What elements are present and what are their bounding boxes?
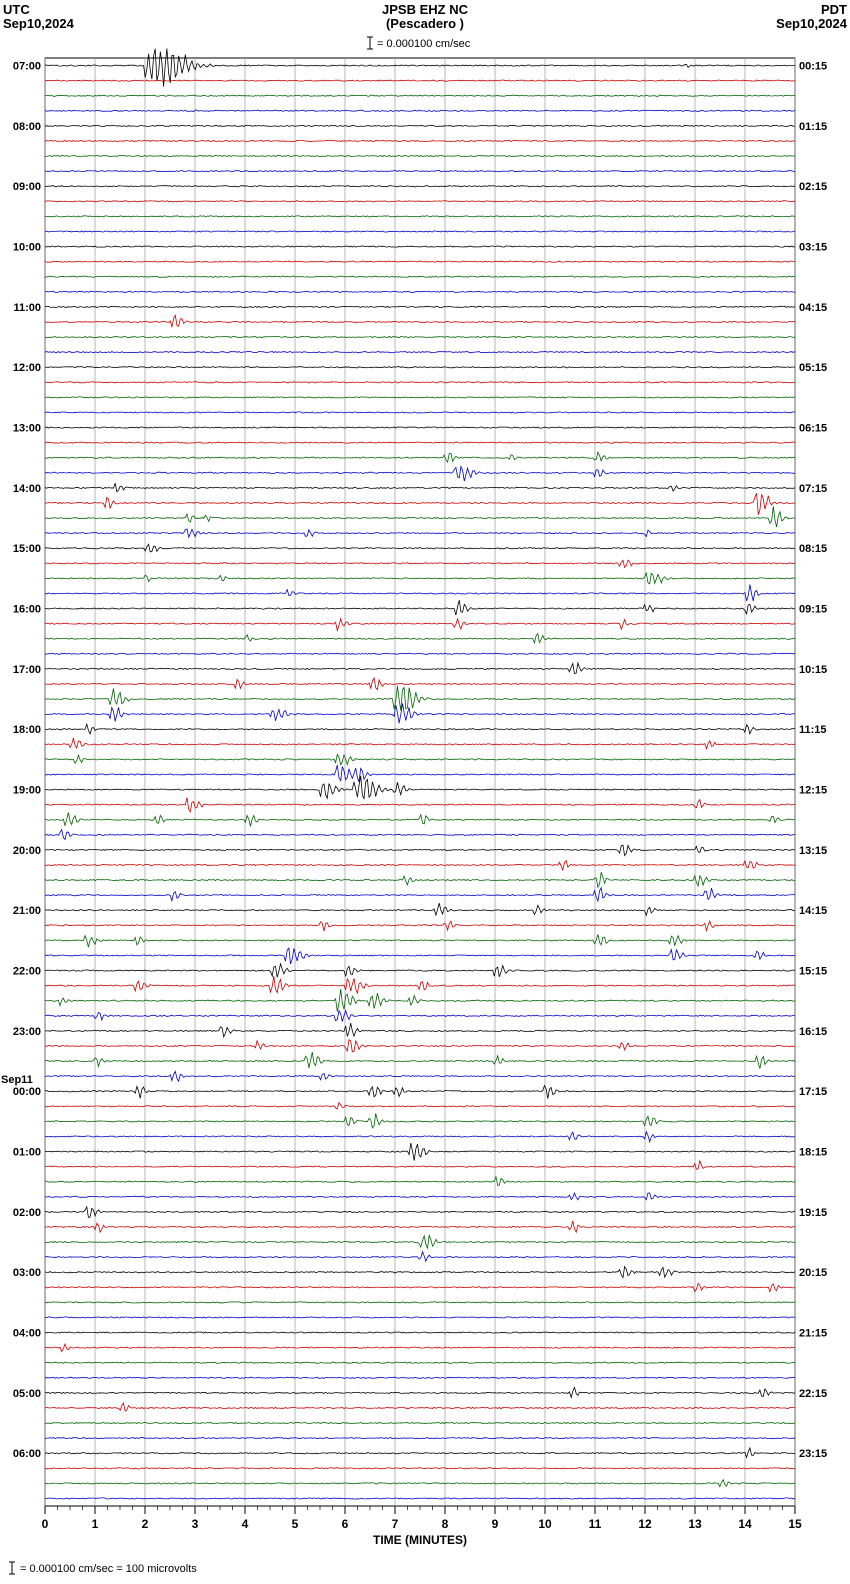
svg-text:13:15: 13:15 (799, 845, 827, 857)
svg-text:16:15: 16:15 (799, 1026, 827, 1038)
svg-text:PDT: PDT (821, 2, 847, 17)
svg-text:10: 10 (538, 1517, 552, 1531)
svg-text:07:00: 07:00 (13, 61, 41, 73)
svg-text:15: 15 (788, 1517, 802, 1531)
svg-text:20:00: 20:00 (13, 845, 41, 857)
svg-text:23:15: 23:15 (799, 1448, 827, 1460)
svg-text:16:00: 16:00 (13, 604, 41, 616)
svg-text:2: 2 (142, 1517, 149, 1531)
svg-text:06:00: 06:00 (13, 1448, 41, 1460)
svg-text:12: 12 (638, 1517, 652, 1531)
svg-text:02:00: 02:00 (13, 1207, 41, 1219)
svg-text:03:15: 03:15 (799, 242, 827, 254)
svg-text:4: 4 (242, 1517, 249, 1531)
svg-text:JPSB EHZ NC: JPSB EHZ NC (382, 2, 469, 17)
svg-text:0: 0 (42, 1517, 49, 1531)
svg-text:19:00: 19:00 (13, 785, 41, 797)
svg-text:Sep10,2024: Sep10,2024 (776, 16, 848, 31)
svg-text:00:15: 00:15 (799, 61, 827, 73)
svg-text:15:15: 15:15 (799, 966, 827, 978)
svg-text:09:15: 09:15 (799, 604, 827, 616)
svg-text:23:00: 23:00 (13, 1026, 41, 1038)
svg-text:04:15: 04:15 (799, 302, 827, 314)
svg-text:13: 13 (688, 1517, 702, 1531)
svg-text:06:15: 06:15 (799, 423, 827, 435)
svg-text:14: 14 (738, 1517, 752, 1531)
svg-text:04:00: 04:00 (13, 1328, 41, 1340)
svg-text:11:15: 11:15 (799, 724, 827, 736)
svg-text:1: 1 (92, 1517, 99, 1531)
svg-text:01:15: 01:15 (799, 121, 827, 133)
svg-text:9: 9 (492, 1517, 499, 1531)
svg-text:22:15: 22:15 (799, 1388, 827, 1400)
svg-text:18:00: 18:00 (13, 724, 41, 736)
svg-text:05:00: 05:00 (13, 1388, 41, 1400)
svg-text:19:15: 19:15 (799, 1207, 827, 1219)
svg-text:09:00: 09:00 (13, 181, 41, 193)
svg-text:6: 6 (342, 1517, 349, 1531)
svg-text:20:15: 20:15 (799, 1267, 827, 1279)
svg-text:3: 3 (192, 1517, 199, 1531)
svg-text:00:00: 00:00 (13, 1086, 41, 1098)
svg-text:8: 8 (442, 1517, 449, 1531)
svg-text:14:00: 14:00 (13, 483, 41, 495)
svg-text:14:15: 14:15 (799, 905, 827, 917)
svg-text:15:00: 15:00 (13, 543, 41, 555)
svg-text:12:15: 12:15 (799, 785, 827, 797)
svg-text:22:00: 22:00 (13, 966, 41, 978)
svg-text:= 0.000100 cm/sec: = 0.000100 cm/sec (377, 38, 471, 50)
svg-text:07:15: 07:15 (799, 483, 827, 495)
svg-text:7: 7 (392, 1517, 399, 1531)
svg-text:10:00: 10:00 (13, 242, 41, 254)
svg-text:Sep11: Sep11 (1, 1074, 33, 1086)
svg-text:= 0.000100 cm/sec = 100 mic: = 0.000100 cm/sec = 100 microvolts (20, 1563, 197, 1575)
svg-text:11: 11 (589, 1517, 602, 1531)
svg-text:5: 5 (292, 1517, 299, 1531)
seismogram-container: JPSB EHZ NC(Pescadero ) = 0.000100 cm/sec… (0, 0, 850, 1584)
seismogram-plot: JPSB EHZ NC(Pescadero ) = 0.000100 cm/sec… (0, 0, 850, 1584)
svg-text:11:00: 11:00 (13, 302, 41, 314)
svg-text:UTC: UTC (3, 2, 30, 17)
svg-text:17:15: 17:15 (799, 1086, 827, 1098)
svg-text:08:15: 08:15 (799, 543, 827, 555)
svg-text:05:15: 05:15 (799, 362, 827, 374)
svg-text:13:00: 13:00 (13, 423, 41, 435)
svg-text:08:00: 08:00 (13, 121, 41, 133)
svg-text:Sep10,2024: Sep10,2024 (3, 16, 75, 31)
svg-text:01:00: 01:00 (13, 1147, 41, 1159)
svg-text:17:00: 17:00 (13, 664, 41, 676)
svg-text:03:00: 03:00 (13, 1267, 41, 1279)
svg-text:21:00: 21:00 (13, 905, 41, 917)
svg-text:02:15: 02:15 (799, 181, 827, 193)
svg-text:10:15: 10:15 (799, 664, 827, 676)
svg-text:TIME (MINUTES): TIME (MINUTES) (373, 1533, 467, 1547)
svg-text:21:15: 21:15 (799, 1328, 827, 1340)
svg-text:(Pescadero ): (Pescadero ) (386, 16, 464, 31)
svg-text:18:15: 18:15 (799, 1147, 827, 1159)
svg-text:12:00: 12:00 (13, 362, 41, 374)
